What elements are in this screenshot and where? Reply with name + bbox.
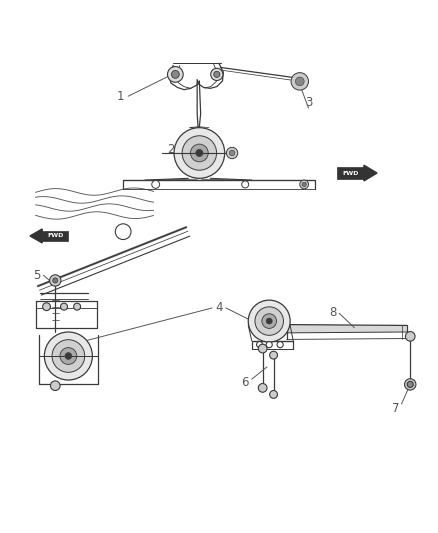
FancyBboxPatch shape (337, 167, 364, 179)
Circle shape (407, 381, 413, 387)
Circle shape (258, 384, 267, 392)
Circle shape (182, 136, 216, 170)
Circle shape (405, 379, 416, 390)
Text: FWD: FWD (47, 233, 64, 238)
Circle shape (60, 348, 77, 365)
Circle shape (406, 332, 415, 341)
Circle shape (167, 67, 183, 82)
Polygon shape (364, 165, 377, 181)
Circle shape (300, 180, 308, 189)
Circle shape (49, 275, 61, 286)
Text: 8: 8 (329, 306, 336, 319)
Text: 6: 6 (241, 376, 249, 389)
Circle shape (65, 353, 72, 359)
Circle shape (266, 318, 272, 324)
Polygon shape (287, 325, 407, 333)
Polygon shape (30, 229, 42, 243)
Circle shape (248, 300, 290, 342)
Circle shape (152, 181, 159, 188)
Circle shape (242, 181, 249, 188)
Circle shape (229, 150, 235, 156)
Circle shape (74, 303, 81, 310)
Text: 3: 3 (305, 96, 312, 109)
FancyBboxPatch shape (42, 231, 68, 241)
Text: 7: 7 (392, 402, 399, 415)
Circle shape (60, 303, 67, 310)
Circle shape (291, 72, 308, 90)
Circle shape (214, 71, 220, 77)
Circle shape (42, 303, 50, 311)
Circle shape (270, 351, 278, 359)
Circle shape (226, 147, 238, 159)
Circle shape (196, 149, 203, 157)
Circle shape (270, 391, 278, 398)
Circle shape (191, 144, 208, 162)
Circle shape (171, 70, 179, 78)
Text: 5: 5 (33, 269, 40, 282)
Circle shape (257, 342, 263, 348)
Circle shape (52, 340, 85, 373)
Circle shape (266, 342, 272, 348)
Circle shape (174, 128, 225, 179)
Circle shape (258, 344, 267, 353)
Circle shape (302, 182, 306, 187)
Circle shape (53, 278, 58, 283)
Circle shape (255, 307, 283, 335)
Circle shape (277, 342, 283, 348)
Circle shape (262, 314, 276, 328)
Circle shape (50, 381, 60, 391)
Circle shape (115, 224, 131, 239)
Text: 2: 2 (167, 143, 175, 156)
Text: 4: 4 (215, 302, 223, 314)
Circle shape (295, 77, 304, 86)
Circle shape (44, 332, 92, 380)
Text: 1: 1 (117, 90, 124, 103)
Text: FWD: FWD (342, 171, 359, 175)
Circle shape (211, 68, 223, 80)
